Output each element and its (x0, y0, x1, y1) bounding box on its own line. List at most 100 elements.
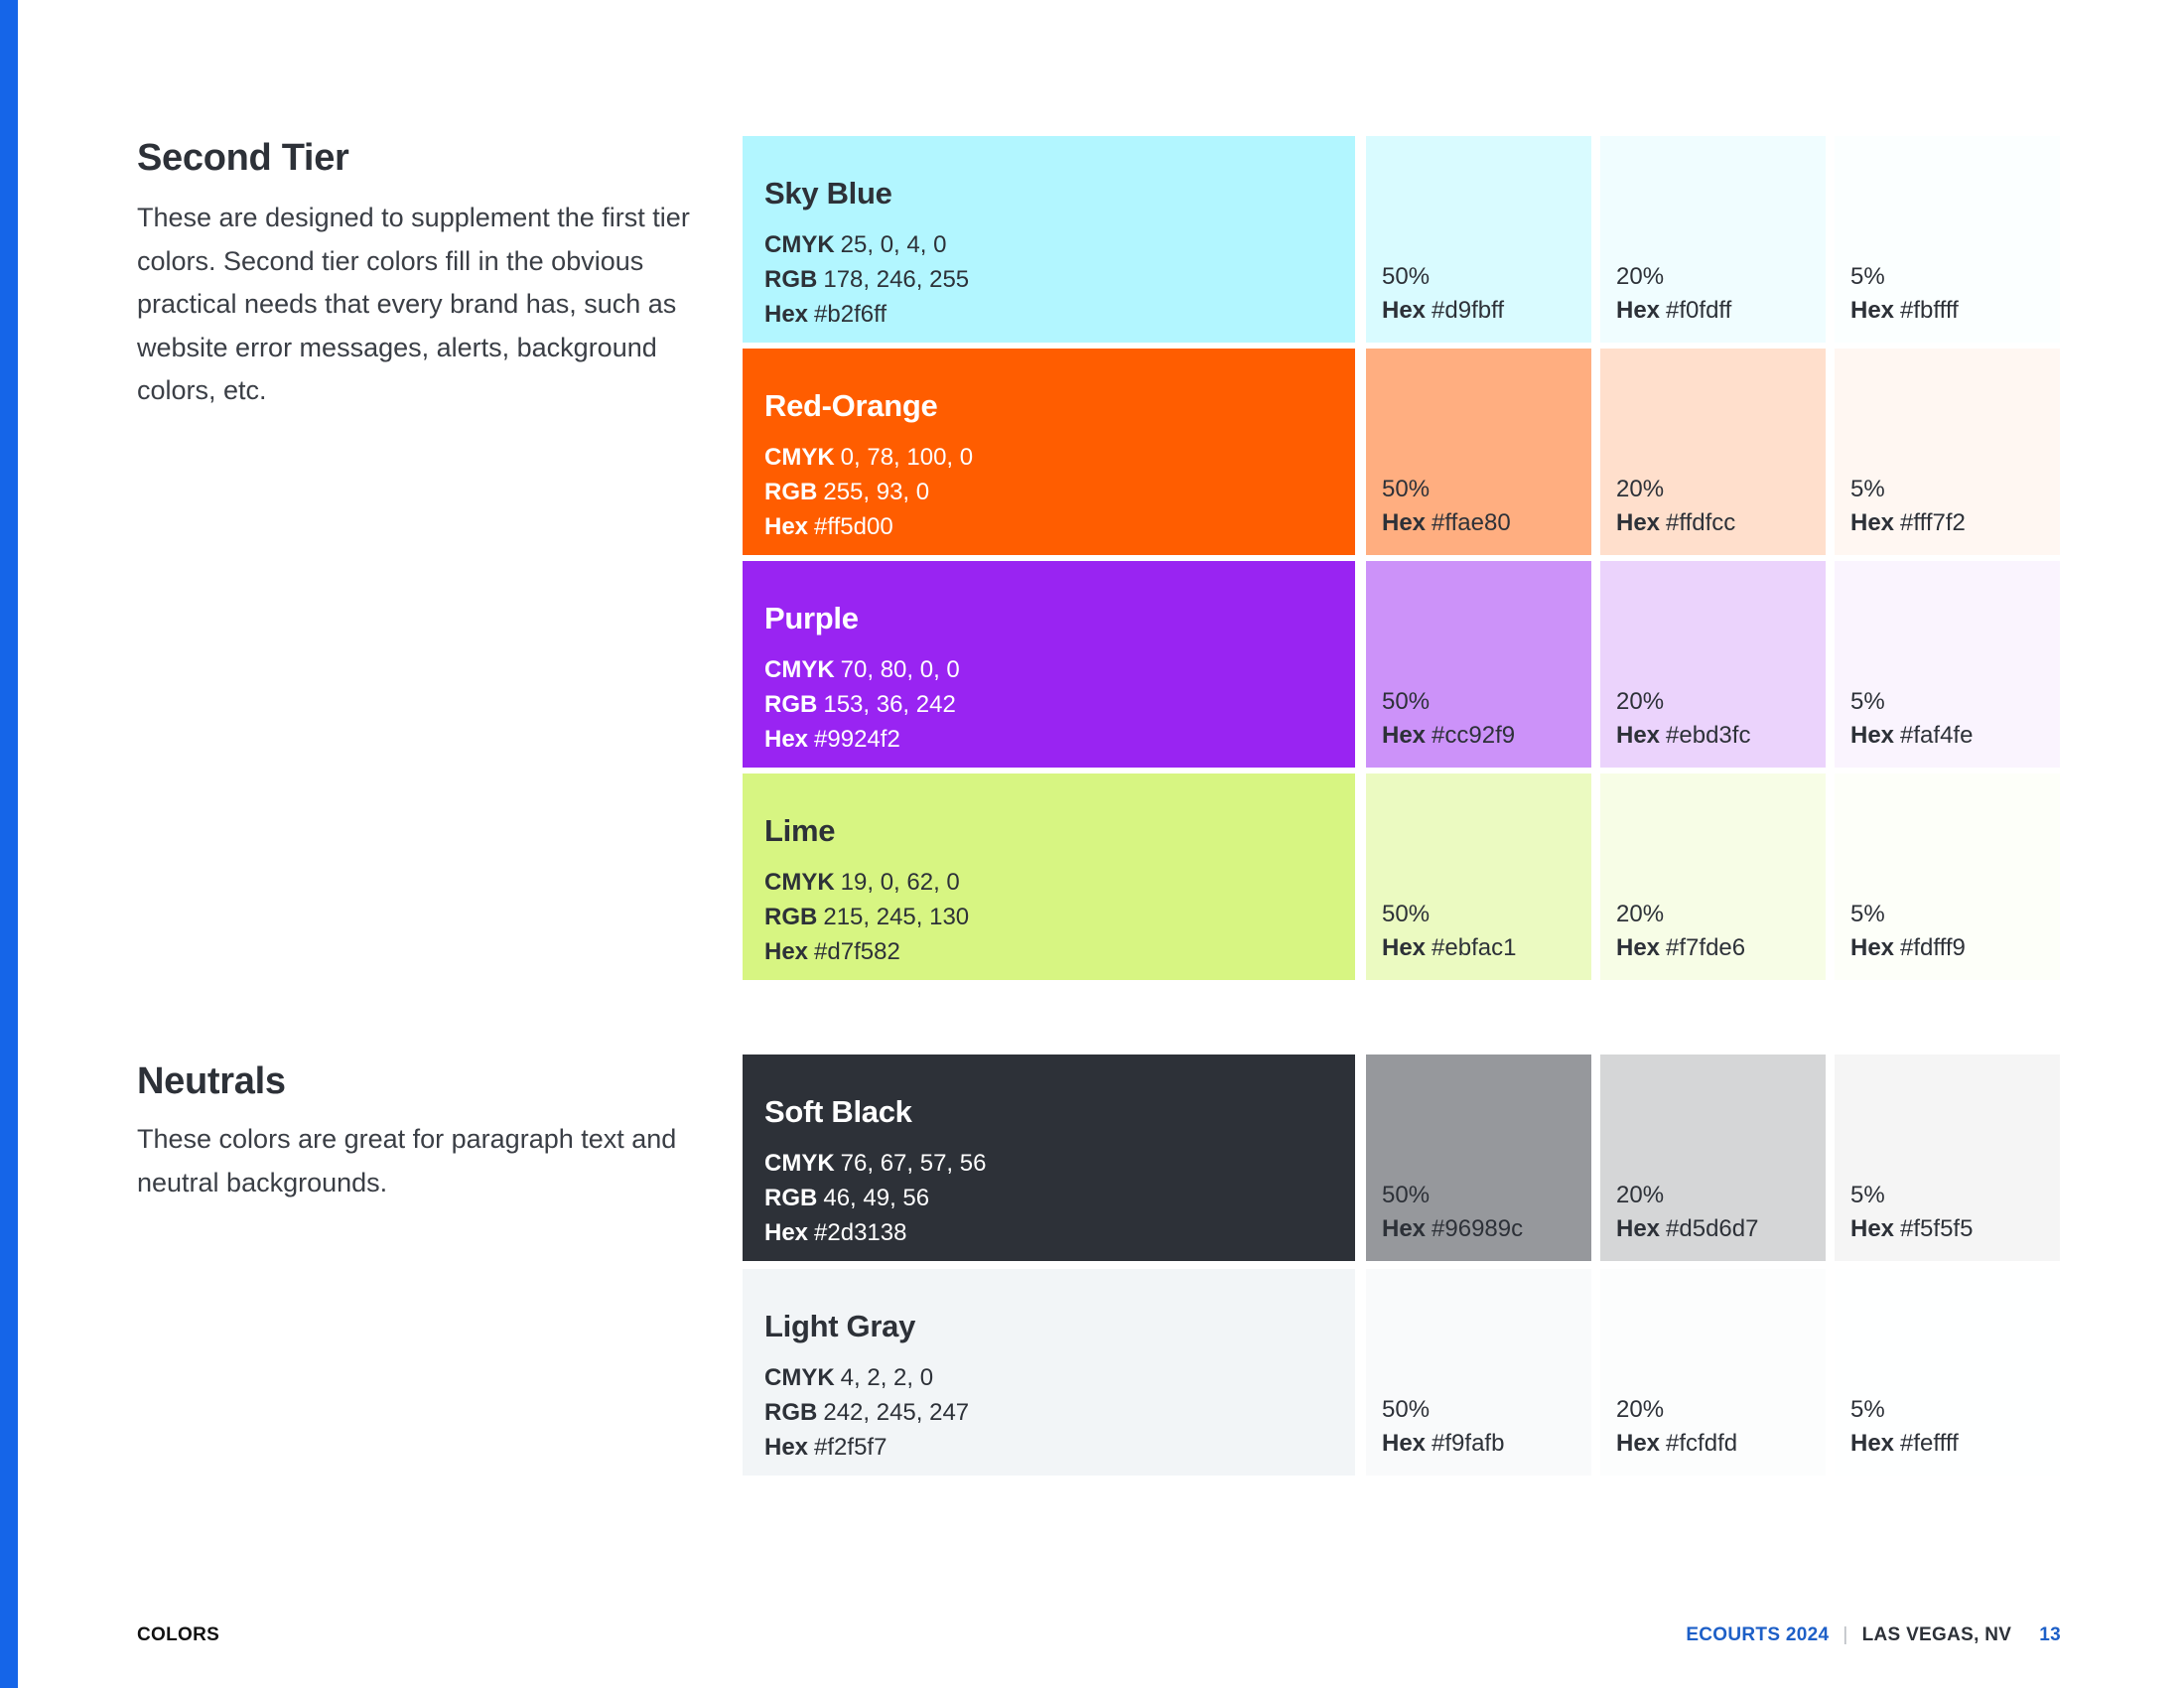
rgb-label: RGB (764, 266, 818, 293)
footer-location: LAS VEGAS, NV (1861, 1624, 2012, 1645)
tint-hex: Hex #f5f5f5 (1850, 1213, 1973, 1245)
tint-percent: 50% (1382, 476, 1431, 502)
tint-percent: 20% (1616, 263, 1665, 290)
tint-swatch: 5% Hex #fff7f2 (1835, 349, 2060, 555)
hex-text: #ebd3fc (1666, 722, 1751, 749)
hex-text: #96989c (1432, 1215, 1524, 1242)
tint-percent: 5% (1850, 688, 1885, 715)
hex-text: #fbffff (1900, 297, 1959, 324)
tint-swatch: 5% Hex #fdfff9 (1835, 774, 2060, 980)
hex-text: #fdfff9 (1900, 934, 1966, 961)
cmyk-label: CMYK (764, 1364, 835, 1391)
hex-label: Hex (1382, 1430, 1427, 1457)
tint-hex: Hex #ebd3fc (1616, 720, 1750, 752)
hex-label: Hex (764, 938, 809, 965)
tint-hex: Hex #fff7f2 (1850, 507, 1966, 539)
hex-label: Hex (1382, 722, 1427, 749)
tint-hex: Hex #fbffff (1850, 295, 1959, 327)
swatch-row-purple: Purple CMYK 70, 80, 0, 0 RGB 153, 36, 242 Hex… (743, 561, 2060, 768)
swatch-row-soft-black: Soft Black CMYK 76, 67, 57, 56 RGB 46, 49, 5… (743, 1055, 2060, 1261)
tint-hex: Hex #f9fafb (1382, 1428, 1504, 1460)
tint-hex: Hex #ffae80 (1382, 507, 1511, 539)
hex-label: Hex (1850, 1215, 1895, 1242)
hex-label: Hex (764, 1219, 809, 1246)
hex-text: #f5f5f5 (1900, 1215, 1974, 1242)
hex-text: #fcfdfd (1666, 1430, 1738, 1457)
tint-swatch: 50% Hex #d9fbff (1366, 136, 1591, 343)
tint-swatch: 50% Hex #cc92f9 (1366, 561, 1591, 768)
tint-percent: 5% (1850, 1182, 1885, 1208)
hex-label: Hex (764, 726, 809, 753)
tint-swatch: 20% Hex #f0fdff (1600, 136, 1826, 343)
rgb-text: 255, 93, 0 (823, 479, 930, 505)
rgb-value: RGB 153, 36, 242 (764, 687, 1355, 722)
tint-swatch: 50% Hex #f9fafb (1366, 1269, 1591, 1476)
hex-text: #d9fbff (1432, 297, 1504, 324)
hex-label: Hex (1616, 722, 1661, 749)
color-swatch: Sky Blue CMYK 25, 0, 4, 0 RGB 178, 246, 255 H… (743, 136, 1355, 343)
cmyk-text: 76, 67, 57, 56 (840, 1150, 987, 1177)
tint-swatch: 20% Hex #fcfdfd (1600, 1269, 1826, 1476)
tint-hex: Hex #fcfdfd (1616, 1428, 1737, 1460)
tint-hex: Hex #cc92f9 (1382, 720, 1515, 752)
cmyk-text: 19, 0, 62, 0 (840, 869, 960, 896)
hex-text: #2d3138 (814, 1219, 907, 1246)
hex-text: #f7fde6 (1666, 934, 1746, 961)
cmyk-text: 4, 2, 2, 0 (840, 1364, 934, 1391)
tint-percent: 20% (1616, 901, 1665, 927)
cmyk-label: CMYK (764, 869, 835, 896)
hex-label: Hex (1616, 1215, 1661, 1242)
tint-hex: Hex #d9fbff (1382, 295, 1504, 327)
cmyk-text: 0, 78, 100, 0 (840, 444, 974, 471)
tint-hex: Hex #feffff (1850, 1428, 1959, 1460)
cmyk-value: CMYK 76, 67, 57, 56 (764, 1146, 1355, 1181)
tint-swatch: 20% Hex #d5d6d7 (1600, 1055, 1826, 1261)
section-heading-second-tier: Second Tier (137, 137, 349, 179)
cmyk-value: CMYK 4, 2, 2, 0 (764, 1360, 1355, 1395)
hex-text: #ff5d00 (814, 513, 893, 540)
hex-text: #d5d6d7 (1666, 1215, 1759, 1242)
rgb-text: 153, 36, 242 (823, 691, 956, 718)
hex-label: Hex (1616, 509, 1661, 536)
tint-percent: 5% (1850, 263, 1885, 290)
color-swatch: Light Gray CMYK 4, 2, 2, 0 RGB 242, 245, 247… (743, 1269, 1355, 1476)
hex-value: Hex #2d3138 (764, 1215, 1355, 1250)
tint-percent: 5% (1850, 476, 1885, 502)
hex-text: #feffff (1900, 1430, 1959, 1457)
tint-hex: Hex #96989c (1382, 1213, 1523, 1245)
hex-label: Hex (1850, 1430, 1895, 1457)
accent-bar (0, 0, 18, 1688)
rgb-value: RGB 46, 49, 56 (764, 1181, 1355, 1215)
rgb-label: RGB (764, 1185, 818, 1211)
rgb-value: RGB 255, 93, 0 (764, 475, 1355, 509)
hex-text: #9924f2 (814, 726, 900, 753)
tint-percent: 50% (1382, 688, 1431, 715)
cmyk-value: CMYK 70, 80, 0, 0 (764, 652, 1355, 687)
rgb-value: RGB 215, 245, 130 (764, 900, 1355, 934)
tint-swatch: 50% Hex #96989c (1366, 1055, 1591, 1261)
rgb-label: RGB (764, 479, 818, 505)
rgb-text: 242, 245, 247 (823, 1399, 970, 1426)
rgb-label: RGB (764, 691, 818, 718)
tint-hex: Hex #ebfac1 (1382, 932, 1516, 964)
swatch-name: Lime (764, 813, 836, 848)
tint-swatch: 20% Hex #ebd3fc (1600, 561, 1826, 768)
swatch-row-sky-blue: Sky Blue CMYK 25, 0, 4, 0 RGB 178, 246, 255 H… (743, 136, 2060, 343)
hex-value: Hex #f2f5f7 (764, 1430, 1355, 1465)
cmyk-label: CMYK (764, 444, 835, 471)
hex-value: Hex #d7f582 (764, 934, 1355, 969)
tint-swatch: 20% Hex #f7fde6 (1600, 774, 1826, 980)
tint-percent: 5% (1850, 1396, 1885, 1423)
cmyk-label: CMYK (764, 656, 835, 683)
page-number: 13 (2039, 1624, 2061, 1645)
rgb-value: RGB 242, 245, 247 (764, 1395, 1355, 1430)
hex-value: Hex #9924f2 (764, 722, 1355, 757)
tint-swatch: 5% Hex #feffff (1835, 1269, 2060, 1476)
tint-percent: 50% (1382, 263, 1431, 290)
tint-hex: Hex #f0fdff (1616, 295, 1731, 327)
tint-percent: 5% (1850, 901, 1885, 927)
hex-text: #f9fafb (1432, 1430, 1505, 1457)
color-swatch: Red-Orange CMYK 0, 78, 100, 0 RGB 255, 93, 0… (743, 349, 1355, 555)
tint-hex: Hex #faf4fe (1850, 720, 1973, 752)
hex-text: #fff7f2 (1900, 509, 1966, 536)
